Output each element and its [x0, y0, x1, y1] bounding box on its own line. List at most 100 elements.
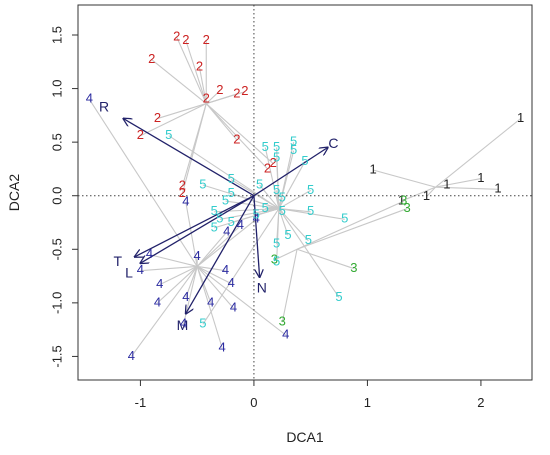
site-point-group-5: 5	[165, 127, 172, 142]
vector-label-N: N	[257, 280, 267, 296]
site-point-group-4: 4	[86, 91, 93, 106]
site-point-group-2: 2	[173, 29, 180, 44]
site-point-group-5: 5	[290, 142, 297, 157]
spider-line	[426, 186, 436, 198]
site-point-group-3: 3	[400, 193, 407, 208]
site-point-group-5: 5	[262, 200, 269, 215]
site-point-group-1: 1	[477, 170, 484, 185]
spider-line	[206, 93, 238, 105]
site-point-group-5: 5	[284, 227, 291, 242]
spider-line	[130, 266, 198, 357]
site-point-group-5: 5	[273, 150, 280, 165]
site-point-group-4: 4	[128, 348, 135, 363]
spider-line	[168, 135, 280, 210]
spider-line	[296, 248, 354, 270]
spider-line	[435, 178, 482, 188]
site-point-group-2: 2	[233, 131, 240, 146]
site-point-group-5: 5	[228, 185, 235, 200]
spider-line	[278, 161, 306, 209]
site-point-group-5: 5	[253, 206, 260, 221]
site-point-group-5: 5	[305, 232, 312, 247]
site-point-group-1: 1	[369, 161, 376, 176]
spider-lines	[88, 36, 521, 357]
site-point-group-2: 2	[148, 51, 155, 66]
site-point-group-5: 5	[307, 182, 314, 197]
site-point-group-5: 5	[216, 211, 223, 226]
site-point-group-1: 1	[517, 110, 524, 125]
spider-line	[219, 208, 279, 220]
site-point-group-5: 5	[279, 189, 286, 204]
spider-line	[256, 208, 280, 216]
site-point-group-1: 1	[398, 193, 405, 208]
spider-line	[372, 169, 436, 188]
spider-line	[159, 265, 198, 286]
vector-arrow-L	[140, 195, 255, 264]
y-tick-label: 1.0	[49, 80, 64, 98]
site-point-group-2: 2	[137, 127, 144, 142]
site-point-group-5: 5	[307, 203, 314, 218]
site-point-group-2: 2	[216, 82, 223, 97]
site-point-group-5: 5	[279, 203, 286, 218]
spider-line	[278, 150, 295, 209]
spider-line	[196, 266, 234, 309]
spider-line	[196, 265, 287, 336]
site-point-group-3: 3	[279, 314, 286, 329]
spider-line	[196, 225, 241, 267]
spider-line	[185, 266, 198, 298]
site-point-group-2: 2	[241, 83, 248, 98]
spider-line	[264, 147, 280, 209]
site-point-group-5: 5	[222, 193, 229, 208]
spider-line	[401, 186, 436, 202]
spider-line	[225, 200, 279, 210]
x-axis-label: DCA1	[286, 429, 324, 445]
spider-line	[157, 266, 198, 304]
x-tick-label: 2	[477, 395, 484, 410]
site-point-group-5: 5	[228, 214, 235, 229]
site-point-group-4: 4	[219, 339, 226, 354]
site-point-group-5: 5	[273, 182, 280, 197]
spider-line	[196, 231, 228, 267]
spider-line	[176, 36, 207, 104]
site-point-group-1: 1	[443, 176, 450, 191]
spider-line	[278, 189, 311, 210]
spider-line	[278, 208, 345, 220]
site-point-group-5: 5	[262, 139, 269, 154]
site-point-group-5: 5	[199, 316, 206, 331]
site-point-group-2: 2	[196, 59, 203, 74]
site-point-group-5: 5	[341, 211, 348, 226]
site-point-group-5: 5	[290, 134, 297, 149]
site-point-group-4: 4	[182, 194, 189, 209]
y-tick-label: 0.5	[49, 133, 64, 151]
vector-label-M: M	[177, 317, 189, 333]
site-point-group-4: 4	[156, 276, 163, 291]
site-point-group-5: 5	[199, 176, 206, 191]
x-tick-label: 1	[364, 395, 371, 410]
zero-lines	[78, 5, 532, 380]
site-point-group-4: 4	[230, 300, 237, 315]
spider-line	[205, 103, 274, 164]
spider-line	[278, 197, 283, 209]
site-point-group-4: 4	[194, 248, 201, 263]
site-point-group-2: 2	[182, 32, 189, 47]
site-point-group-4: 4	[146, 246, 153, 261]
site-point-group-3: 3	[404, 200, 411, 215]
x-tick-label: -1	[135, 395, 147, 410]
spider-line	[296, 200, 404, 250]
axes: -1 0 1 2 -1.5 -1.0 -0.5 0.0 0.5 1.0 1.5	[49, 26, 484, 410]
site-point-group-4: 4	[237, 217, 244, 232]
spider-line	[274, 248, 298, 261]
spider-line	[88, 98, 198, 267]
site-point-group-2: 2	[203, 91, 210, 106]
site-point-group-1: 1	[494, 181, 501, 196]
site-point-group-2: 2	[154, 110, 161, 125]
site-point-group-5: 5	[335, 289, 342, 304]
spider-line	[281, 249, 298, 323]
spider-line	[205, 90, 221, 104]
spider-line	[276, 147, 280, 209]
vector-arrow-C	[253, 148, 328, 197]
site-point-group-2: 2	[233, 85, 240, 100]
vector-label-L: L	[125, 265, 133, 281]
vector-arrow-R	[123, 119, 255, 197]
site-point-group-5: 5	[301, 153, 308, 168]
